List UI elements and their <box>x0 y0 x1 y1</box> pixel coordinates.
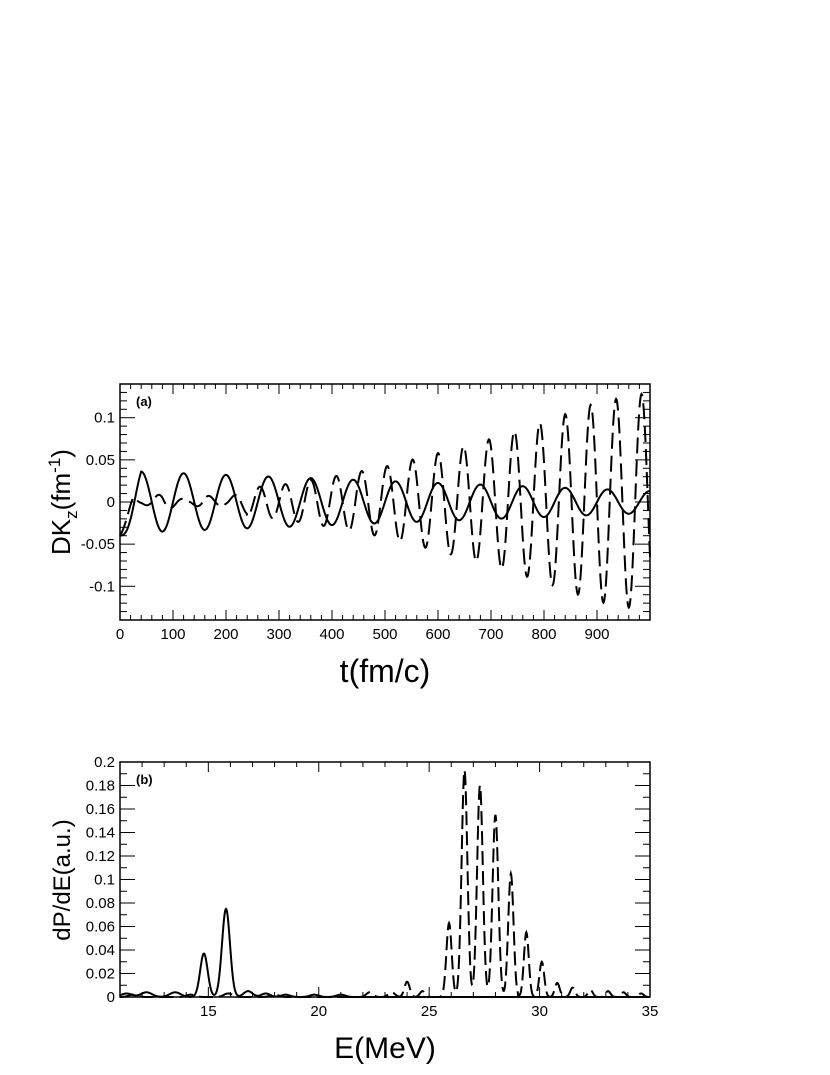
b-y-tick-label: 0.02 <box>86 966 115 983</box>
y-title-unit-open: (fm <box>46 473 76 511</box>
panel-a-x-axis-title: t(fm/c) <box>340 653 431 689</box>
y-title-superscript: -1 <box>45 458 64 473</box>
a-y-tick-label: 0 <box>107 494 115 511</box>
b-y-tick-label: 0.18 <box>86 778 115 795</box>
b-y-tick-label: 0.06 <box>86 919 115 936</box>
b-y-tick-label: 0.16 <box>86 801 115 818</box>
a-x-tick-label: 900 <box>584 626 609 643</box>
b-y-tick-label: 0.08 <box>86 895 115 912</box>
a-x-tick-label: 0 <box>116 626 124 643</box>
panel-b-label: (b) <box>136 772 153 787</box>
b-x-tick-label: 35 <box>642 1003 659 1020</box>
spectrum-solid-line <box>119 907 650 998</box>
panel-b-y-axis-title: dP/dE(a.u.) <box>49 819 76 940</box>
b-x-tick-label: 30 <box>531 1003 548 1020</box>
a-x-tick-label: 500 <box>372 626 397 643</box>
panel-b: 15 20 25 30 35 0 0.02 0.04 0.06 0.08 0.1 0.12 0.14 0.… <box>49 754 658 1065</box>
panel-a-y-axis-title: DKz(fm-1) <box>45 449 81 555</box>
panel-b-curves <box>119 770 651 998</box>
b-x-tick-label: 20 <box>310 1003 327 1020</box>
a-y-tick-label: 0.1 <box>94 410 115 427</box>
y-title-main: DK <box>46 518 76 555</box>
panel-a-curves <box>119 392 651 610</box>
panel-b-ticks: 15 20 25 30 35 0 0.02 0.04 0.06 0.08 0.1 0.12 0.14 0.… <box>86 754 659 1020</box>
panel-b-x-axis-title: E(MeV) <box>334 1032 436 1065</box>
a-x-tick-label: 600 <box>425 626 450 643</box>
a-x-tick-label: 800 <box>531 626 556 643</box>
y-title-subscript: z <box>62 510 81 519</box>
b-y-tick-label: 0 <box>107 989 115 1006</box>
a-y-tick-label: -0.1 <box>89 578 115 595</box>
b-x-tick-label: 25 <box>421 1003 438 1020</box>
a-x-tick-label: 400 <box>319 626 344 643</box>
series-solid-line <box>119 470 651 537</box>
panel-a: 0 100 200 300 400 500 600 700 800 900 -0.1 -0.05 0 0.… <box>45 383 651 689</box>
a-x-tick-label: 200 <box>213 626 238 643</box>
panel-a-ticks: 0 100 200 300 400 500 600 700 800 900 -0.1 -0.05 0 0.… <box>81 383 650 643</box>
a-x-tick-label: 300 <box>266 626 291 643</box>
series-dashed-line <box>119 392 651 610</box>
b-x-tick-label: 15 <box>200 1003 217 1020</box>
spectrum-dashed-line <box>119 770 651 998</box>
panel-b-frame <box>119 761 651 998</box>
a-x-tick-label: 100 <box>160 626 185 643</box>
a-y-tick-label: 0.05 <box>86 452 115 469</box>
y-title-unit-close: ) <box>46 449 76 458</box>
b-y-tick-label: 0.2 <box>94 754 115 771</box>
b-y-tick-label: 0.14 <box>86 825 115 842</box>
a-y-tick-label: -0.05 <box>81 536 115 553</box>
a-x-tick-label: 700 <box>478 626 503 643</box>
b-y-tick-label: 0.04 <box>86 942 115 959</box>
b-y-tick-label: 0.12 <box>86 848 115 865</box>
panel-a-label: (a) <box>136 394 152 409</box>
b-y-tick-label: 0.1 <box>94 872 115 889</box>
